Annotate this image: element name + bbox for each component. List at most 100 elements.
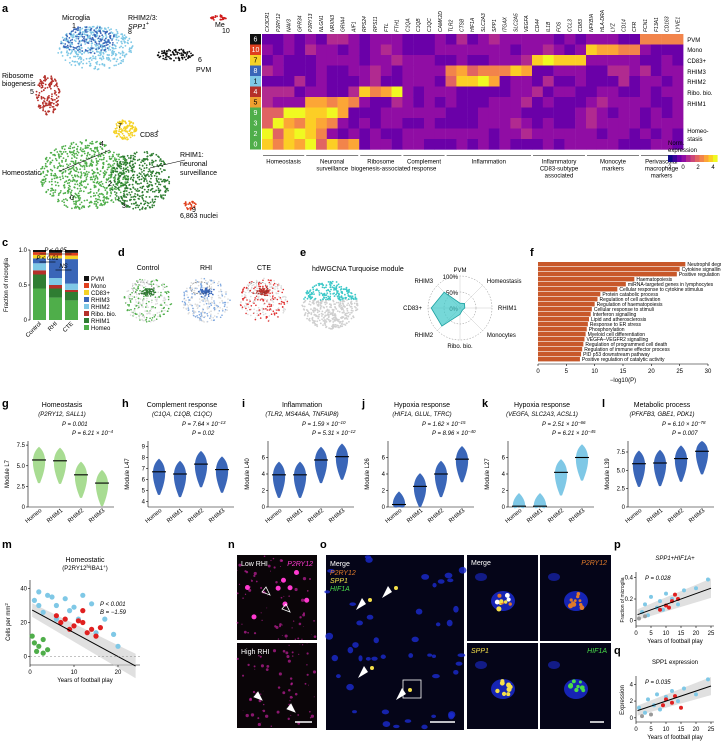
umap-point: [196, 281, 199, 283]
panel-label-e: e: [300, 247, 306, 259]
umap-point: [120, 33, 123, 36]
umap-point: [98, 193, 101, 195]
umap-point: [141, 159, 144, 162]
heatmap-cell: [326, 139, 338, 150]
heatmap-cell: [586, 55, 597, 66]
umap-point: [255, 297, 258, 300]
umap-point: [47, 188, 50, 191]
umap-point: [265, 317, 268, 319]
pathway-label: Phosphorylation: [589, 327, 625, 333]
umap-point: [50, 104, 52, 107]
umap-point: [277, 290, 280, 293]
umap-point: [100, 40, 103, 42]
umap-point: [102, 154, 105, 157]
umap-point: [37, 96, 40, 98]
umap-point: [47, 170, 49, 173]
umap-point: [41, 185, 44, 187]
x-tick: 15: [678, 727, 685, 733]
heatmap-cell: [672, 44, 684, 56]
umap-point: [44, 162, 47, 165]
umap-point: [141, 290, 144, 293]
umap-point: [148, 180, 151, 183]
umap-point: [85, 139, 87, 141]
umap-point: [163, 302, 166, 304]
umap-point: [130, 154, 132, 157]
umap-point: [123, 296, 126, 299]
umap-point: [142, 298, 145, 300]
umap-point: [99, 145, 102, 148]
umap-point: [46, 96, 49, 98]
scatter-point: [664, 591, 668, 596]
umap-point: [80, 173, 83, 175]
umap-point: [147, 288, 150, 290]
heatmap-cell: [434, 97, 446, 108]
heatmap-cell: [564, 97, 576, 108]
umap-point: [192, 201, 194, 203]
umap-point: [101, 38, 103, 41]
umap-point: [257, 314, 260, 316]
heatmap-cell: [596, 55, 608, 66]
umap-point: [270, 279, 272, 282]
umap-point: [210, 310, 212, 313]
umap-point: [201, 291, 203, 293]
bar-segment: [49, 297, 62, 320]
umap-point: [56, 100, 59, 103]
umap-point: [64, 43, 67, 45]
umap-point: [88, 26, 91, 29]
violin-shape: [674, 445, 688, 482]
row-number-box: [250, 139, 261, 150]
violin-shape: [272, 461, 286, 498]
umap-point: [96, 146, 99, 149]
umap-point: [194, 203, 197, 206]
umap-point: [126, 181, 129, 184]
umap-point: [148, 206, 151, 208]
umap-point: [90, 195, 92, 198]
umap-point: [111, 186, 114, 189]
heatmap-cell: [467, 65, 479, 77]
radar-axis-label: Ribo. bio.: [447, 344, 473, 350]
heatmap-cell: [607, 76, 619, 87]
umap-point: [92, 172, 94, 175]
umap-point: [146, 280, 149, 283]
gene-label: NAV3: [287, 19, 293, 32]
umap-point: [239, 304, 242, 306]
heatmap-cell: [326, 107, 338, 119]
umap-point: [104, 50, 107, 53]
umap-point: [159, 314, 161, 316]
umap-point: [45, 191, 48, 194]
umap-point: [61, 147, 64, 150]
umap-point: [93, 203, 96, 205]
umap-point: [124, 178, 127, 181]
umap-point: [204, 300, 207, 303]
umap-point: [328, 319, 330, 321]
umap-point: [209, 279, 211, 281]
umap-point: [346, 290, 348, 293]
bar-segment: [65, 255, 78, 260]
umap-point: [226, 306, 228, 309]
umap-point: [259, 312, 262, 315]
umap-point: [213, 300, 215, 302]
umap-point: [122, 169, 124, 172]
umap-point: [66, 182, 69, 185]
heatmap-cell: [488, 76, 500, 87]
umap-point: [151, 172, 154, 175]
umap-point: [340, 316, 342, 319]
heatmap-cell: [402, 86, 414, 98]
umap-point: [92, 195, 95, 197]
umap-point: [69, 196, 71, 199]
heatmap-cell: [391, 44, 403, 56]
umap-point: [73, 203, 76, 205]
row-number-box: [250, 97, 261, 108]
y-tick: 0: [262, 505, 266, 511]
umap-point: [275, 292, 278, 295]
umap-point: [96, 162, 99, 165]
umap-point: [133, 134, 136, 137]
legend-entry: RHIM3: [91, 298, 110, 304]
umap-point: [106, 201, 109, 204]
umap-point: [186, 303, 188, 306]
umap-point: [81, 35, 84, 38]
umap-point: [138, 183, 140, 185]
umap-point: [101, 63, 104, 65]
umap-point: [126, 136, 128, 139]
umap-point: [113, 64, 116, 67]
